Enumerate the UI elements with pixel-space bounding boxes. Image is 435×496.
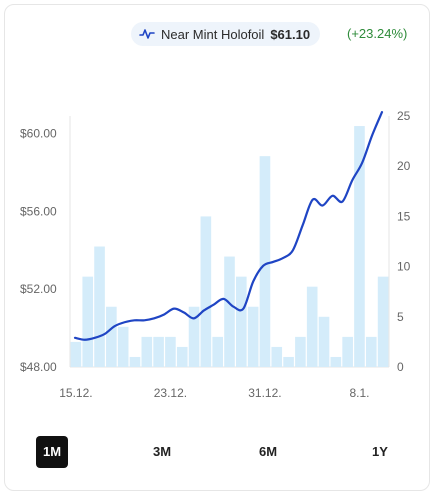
volume-bar [342,336,353,367]
volume-bar [200,216,212,367]
volume-bar [153,336,164,367]
time-range-selector: 1M 3M 6M 1Y [36,436,398,468]
volume-bar [70,341,82,367]
volume-bar [94,246,105,367]
left-tick-label: $48.00 [20,360,57,374]
volume-bar [259,156,271,367]
volume-bar [295,336,306,367]
volume-bar [247,306,259,367]
right-tick-label: 15 [397,209,411,223]
volume-bar [165,336,176,367]
right-tick-label: 25 [397,109,411,123]
left-tick-label: $52.00 [20,282,57,296]
current-price: $61.10 [270,26,311,42]
x-tick-label: 15.12. [59,386,92,400]
volume-bar [82,276,94,367]
volume-bar [212,336,223,367]
x-tick-label: 23.12. [154,386,187,400]
series-label: Near Mint Holofoil [161,26,265,42]
volume-bar [106,306,117,367]
volume-bar [306,286,318,367]
volume-bar [318,316,330,367]
price-volume-chart: $48.00 $52.00 $56.00 $60.00 0 5 10 15 20 25 15.12.… [20,109,411,400]
volume-bar [224,256,235,367]
price-line [73,111,384,341]
volume-bar [176,346,188,367]
volume-bar [365,336,377,367]
left-tick-label: $60.00 [20,127,57,141]
right-tick-label: 10 [397,260,411,274]
left-tick-label: $56.00 [20,204,57,218]
range-3m-button[interactable]: 3M [152,444,172,459]
range-1y-button[interactable]: 1Y [372,444,388,459]
volume-bar [354,126,365,367]
series-legend[interactable]: Near Mint Holofoil $61.10 [131,22,321,46]
volume-bar [129,356,141,367]
right-tick-label: 0 [397,360,404,374]
line-series-icon [139,29,155,39]
right-tick-label: 5 [397,310,404,324]
range-6m-button[interactable]: 6M [258,444,278,459]
price-change: (+23.24%) [347,26,408,41]
volume-bar [188,306,200,367]
right-tick-label: 20 [397,159,411,173]
volume-bar [141,336,153,367]
volume-bar [283,356,294,367]
volume-bar [236,276,247,367]
x-tick-label: 31.12. [248,386,281,400]
range-1m-button[interactable]: 1M [36,436,68,468]
volume-bar [330,356,342,367]
x-tick-label: 8.1. [349,386,369,400]
volume-bar [377,276,389,367]
volume-bar [117,326,129,367]
volume-bar [271,346,283,367]
